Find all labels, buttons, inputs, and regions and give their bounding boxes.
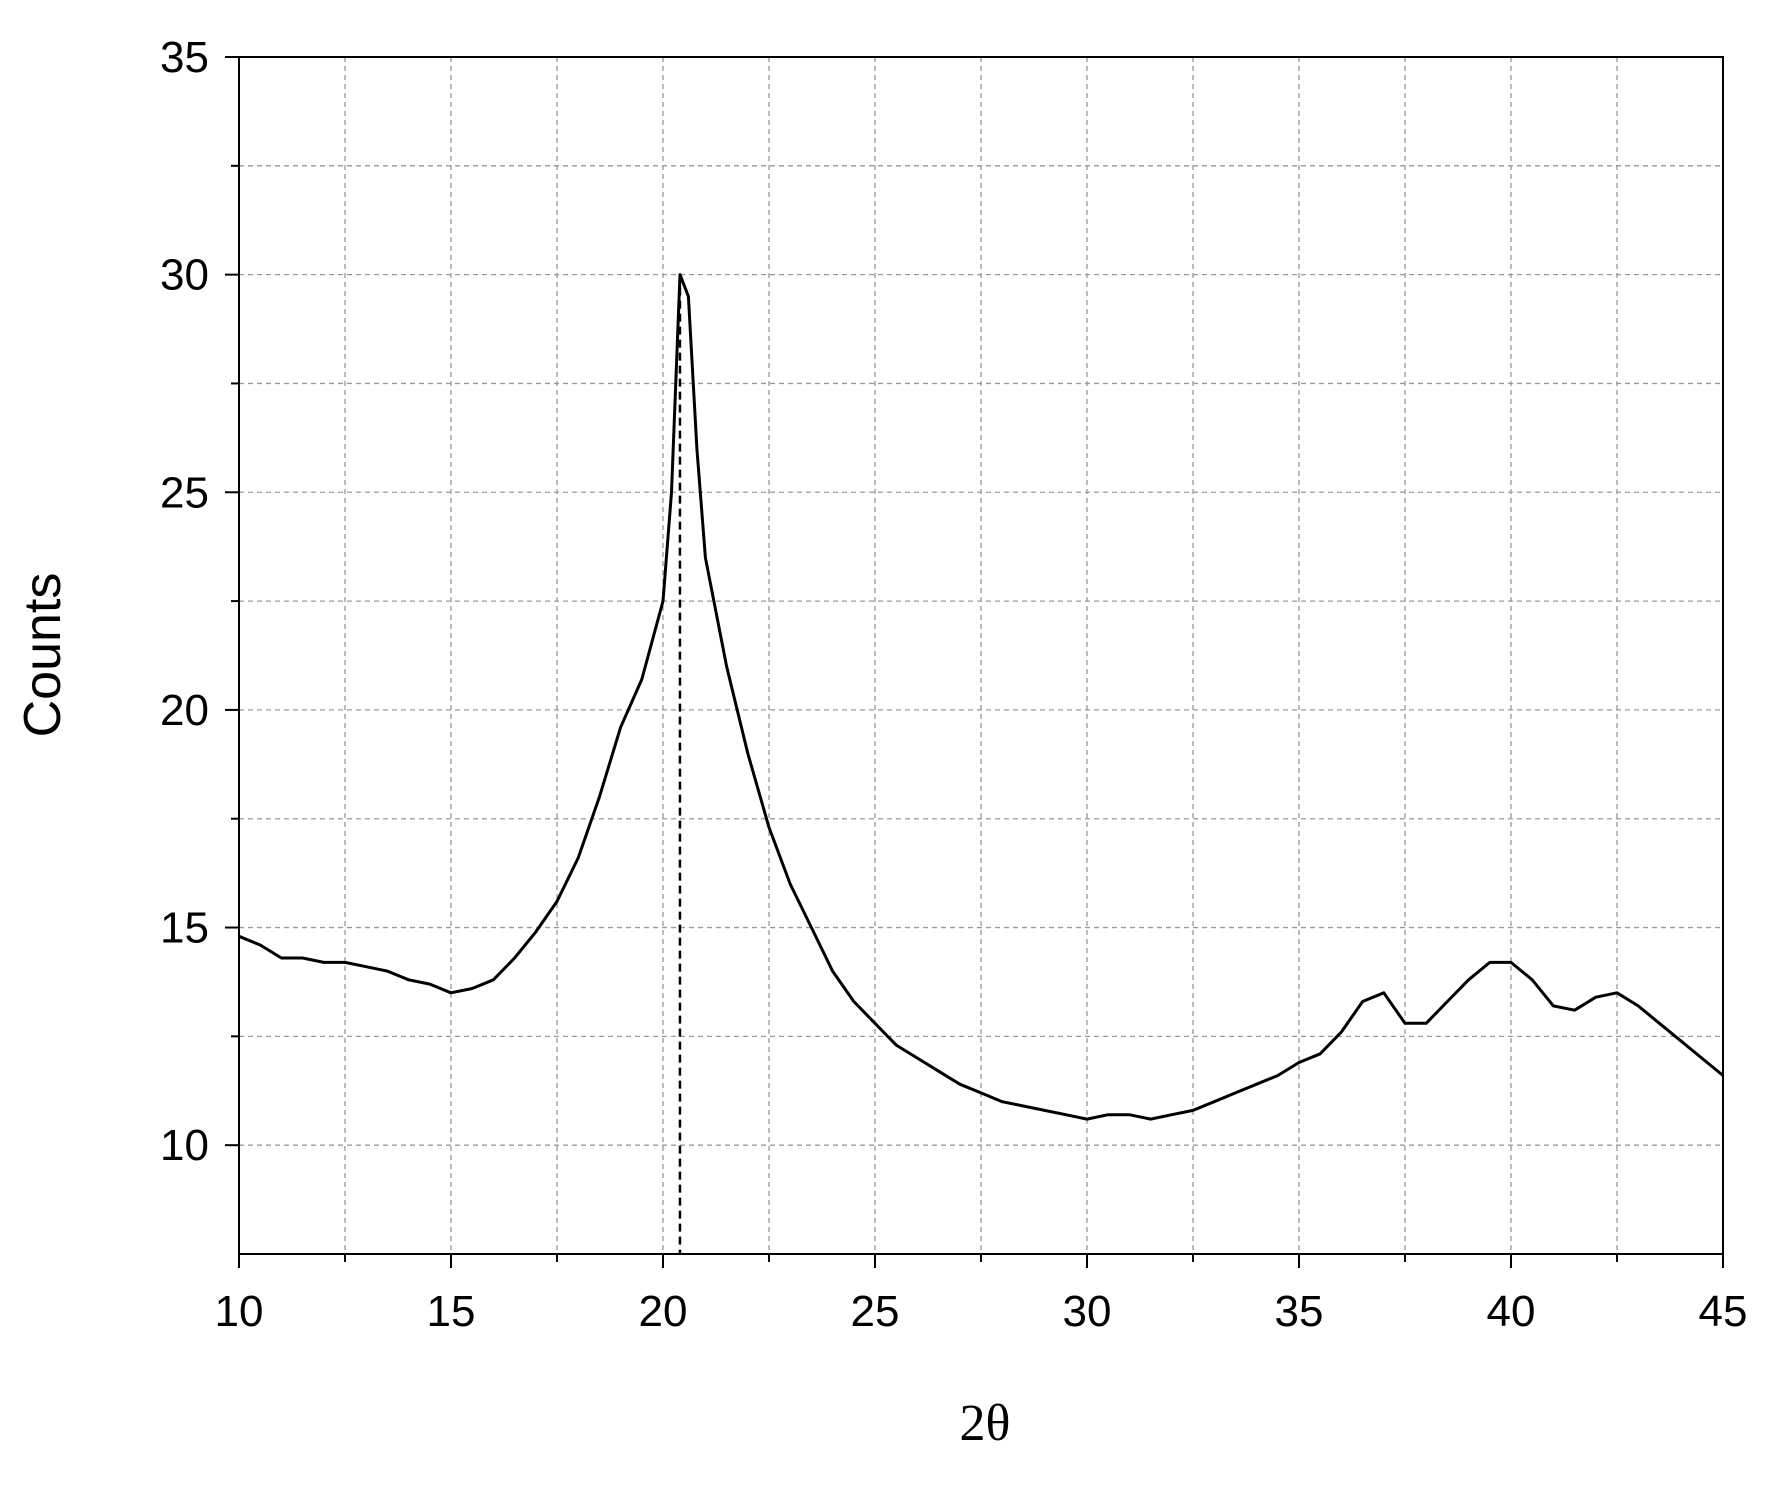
x-tick-label: 25	[851, 1287, 900, 1336]
y-tick-label: 15	[160, 904, 209, 953]
x-tick-label: 20	[639, 1287, 688, 1336]
x-tick-label: 30	[1063, 1287, 1112, 1336]
y-tick-label: 30	[160, 251, 209, 300]
y-tick-label: 25	[160, 468, 209, 517]
x-tick-label: 35	[1275, 1287, 1324, 1336]
y-axis-title: Counts	[14, 573, 72, 738]
y-tick-label: 10	[160, 1121, 209, 1170]
y-tick-label: 20	[160, 686, 209, 735]
x-tick-label: 10	[215, 1287, 264, 1336]
data-line	[238, 273, 1724, 1121]
x-tick-label: 40	[1487, 1287, 1536, 1336]
x-axis-title: 2θ	[960, 1395, 1011, 1452]
x-tick-label: 45	[1699, 1287, 1748, 1336]
x-tick-label: 15	[427, 1287, 476, 1336]
y-tick-label: 35	[160, 33, 209, 82]
plot-frame	[238, 56, 1724, 1255]
